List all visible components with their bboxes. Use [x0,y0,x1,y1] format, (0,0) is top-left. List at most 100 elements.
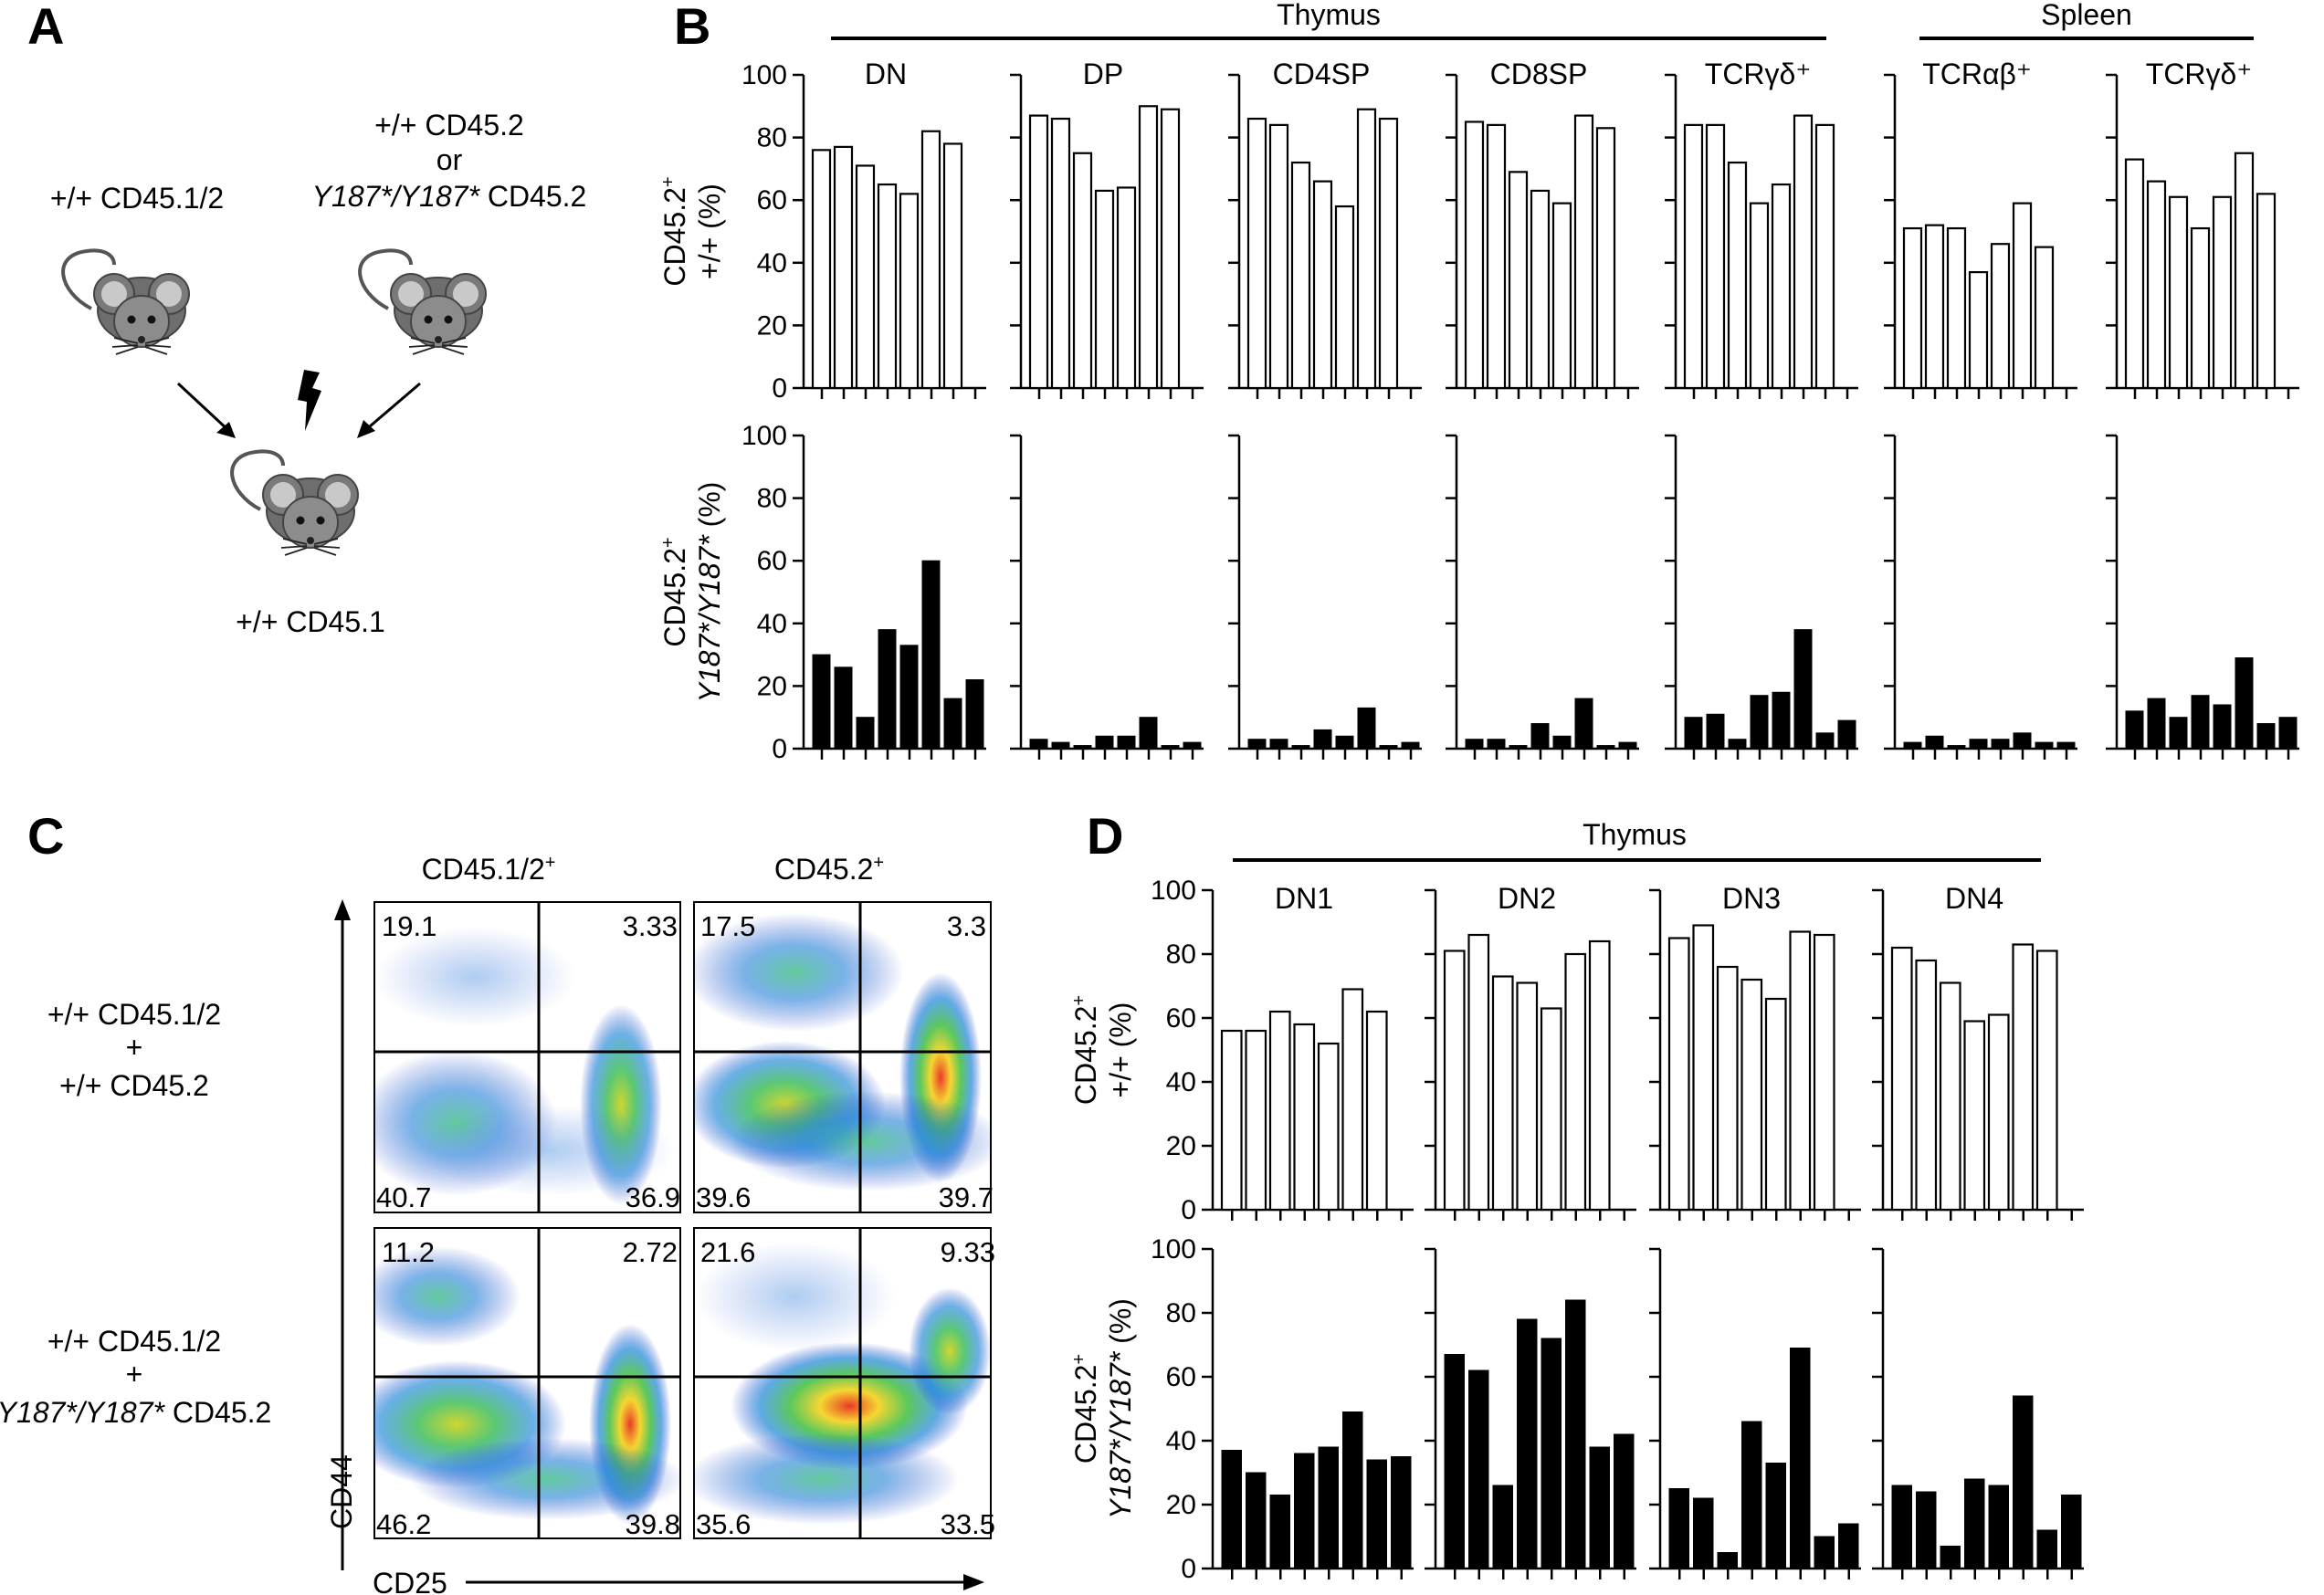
b-bar-wt [1028,114,1049,390]
b-bar-mut [856,717,875,750]
b-ylabel-mut-text: CD45.2 [658,548,691,647]
b-bar-mut [1073,745,1092,750]
b-bar-mut [1117,735,1136,750]
flow-col2-sup: + [873,853,884,873]
b-ylabel-mut-line1: CD45.2+ [658,537,691,646]
b-bar-wt [920,130,941,390]
d-ylabel-wt-sup: + [1069,995,1089,1006]
b-bar-wt [1705,123,1726,390]
flow-col1-sup: + [545,853,556,873]
d-ytick-label: 60 [1166,1003,1196,1034]
b-bar-mut [1487,739,1506,750]
b-bar-wt [1749,202,1770,390]
chart-d: DN1 0 20 40 60 80 100 0 20 40 60 80 100 DN2 DN3 DN4 CD45… [1069,876,2084,1584]
b-ylabel-mut-unit: (%) [693,482,726,536]
d-bar-mut [1565,1299,1586,1569]
d-bar-wt [1220,1029,1243,1212]
b-bar-mut [2256,723,2276,750]
b-bar-mut [1947,745,1966,750]
b-ylabel-mut-line2: Y187*/Y187* (%) [693,482,726,703]
d-bar-wt [1667,937,1690,1212]
b-bar-wt [1771,183,1792,390]
b-bar-wt [833,145,854,390]
d-ylabel-mut-genotype: Y187*/Y187* [1104,1350,1137,1519]
d-bar-wt [1789,930,1812,1212]
flow-row1-line1: +/+ CD45.1/2 [47,998,221,1031]
b-bar-wt [1160,108,1181,390]
d-bar-mut [1668,1488,1689,1569]
quad-2-ll: 39.6 [696,1181,751,1213]
b-bar-wt [1990,243,2011,390]
b-bar-mut [1903,741,1922,750]
d-ytick-label: 80 [1166,1298,1196,1328]
b-bar-mut [2125,710,2144,750]
flow-plot-1: 19.1 3.33 40.7 36.9 [373,901,681,1213]
b-bar-wt [1334,205,1355,390]
d-bar-mut [1916,1491,1937,1569]
d-bar-wt [1716,965,1739,1212]
b-bar-wt [2256,193,2277,390]
b-ytick-label: 100 [741,60,787,90]
quad-3-ll: 46.2 [376,1508,431,1540]
flow-col2-text: CD45.2 [774,853,874,886]
panel-b-letter: B [674,0,710,55]
donor2-line3: Y187*/Y187* CD45.2 [312,180,587,213]
d-bar-wt [1317,1042,1340,1212]
b-bar-mut [965,679,984,750]
b-bar-mut [1357,707,1376,750]
b-bar-mut [1706,713,1725,750]
b-ytick-label: 100 [741,421,787,451]
recipient-mouse-icon [230,449,360,557]
d-ytick-label: 20 [1166,1131,1196,1161]
b-bar-mut [1269,739,1288,750]
b-bar-mut [878,629,897,750]
d-group-title: DN3 [1722,882,1781,915]
d-ytick-label: 0 [1181,1195,1196,1225]
b-group-title: CD4SP [1273,58,1371,90]
cd25-axis-label: CD25 [373,1567,447,1595]
b-ylabel-wt-text: CD45.2 [658,187,691,287]
b-bar-wt [1072,152,1093,390]
d-bar-wt [1564,952,1587,1212]
d-ylabel-mut-line1: CD45.2+ [1069,1354,1102,1464]
d-bar-wt [1491,975,1514,1212]
b-bar-mut [834,666,853,750]
b-bar-mut [2235,657,2254,750]
b-bar-mut [1837,719,1856,750]
b-group-title: TCRαβ⁺ [1922,58,2032,90]
donor2-strain: CD45.2 [479,180,586,213]
d-ylabel-wt-line2: +/+ (%) [1104,1002,1137,1098]
d-bar-mut [1693,1497,1714,1569]
b-group-title: TCRγδ⁺ [1705,58,1811,90]
b-bar-mut [1095,735,1114,750]
b-bar-wt [855,164,876,390]
b-bar-mut [1379,745,1398,750]
b-ylabel-wt-line2: +/+ (%) [693,184,726,279]
b-bar-wt [1094,189,1115,390]
flow-col1-text: CD45.1/2 [422,853,545,886]
b-ytick-label: 0 [772,734,787,764]
panel-a: A +/+ CD45.1/2 +/+ CD45.2 or Y187*/Y187*… [27,0,586,638]
b-bar-wt [877,183,898,390]
donor2-genotype: Y187*/Y187* [312,180,481,213]
d-bar-mut [1838,1523,1859,1569]
d-bar-mut [1318,1446,1339,1569]
d-ytick-label: 0 [1181,1554,1196,1584]
d-ytick-label: 40 [1166,1067,1196,1097]
quad-3-lr: 39.8 [626,1508,680,1540]
b-bar-mut [2147,698,2166,750]
b-ylabel-wt-line1: CD45.2+ [658,176,691,286]
b-bar-mut [1530,723,1550,750]
d-bar-wt [1516,981,1539,1212]
cd44-axis-label: CD44 [325,1454,358,1529]
d-bar-mut [2013,1395,2034,1569]
b-bar-mut [921,560,941,750]
donor2-line1: +/+ CD45.2 [374,109,524,142]
b-bar-wt [1530,189,1551,390]
d-ylabel-wt-line1: CD45.2+ [1069,995,1102,1105]
d-ylabel-mut-line2: Y187*/Y187* (%) [1104,1298,1137,1519]
b-bar-mut [1509,745,1528,750]
b-bar-mut [2013,732,2032,750]
d-bar-wt [1692,924,1715,1212]
quad-3-ur: 2.72 [623,1236,678,1268]
